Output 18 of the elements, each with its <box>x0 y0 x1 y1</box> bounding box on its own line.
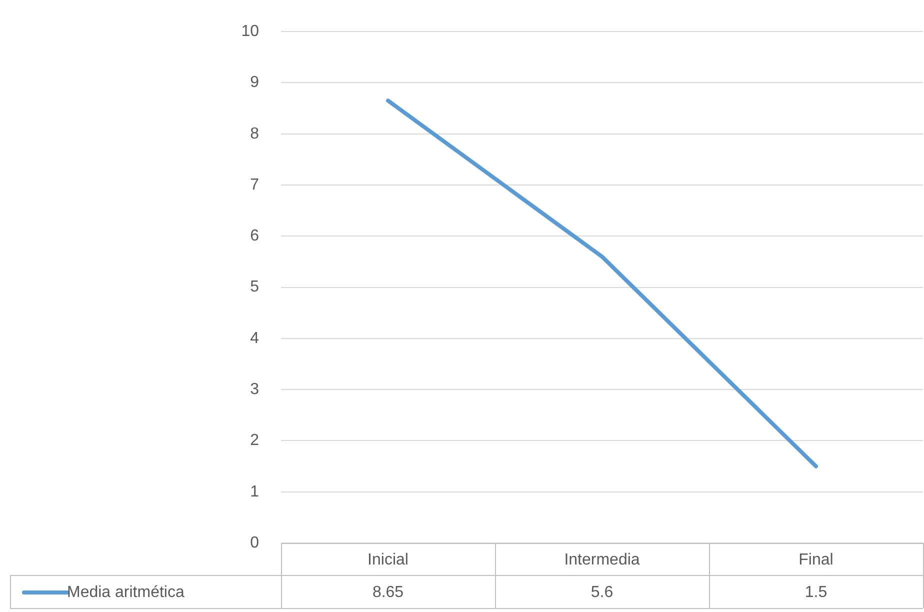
y-tick-label: 6 <box>250 228 260 245</box>
y-tick-label: 2 <box>250 432 260 450</box>
y-tick-label: 5 <box>250 278 260 296</box>
x-tick-label: Final <box>798 551 834 568</box>
x-tick-label: Intermedia <box>564 551 640 568</box>
data-label: 1.5 <box>804 584 828 601</box>
y-tick-label: 7 <box>250 176 260 194</box>
y-tick-label: 9 <box>250 74 260 92</box>
y-tick-label: 1 <box>250 483 260 500</box>
legend-label: Media aritmética <box>67 584 184 601</box>
y-tick-label: 4 <box>250 330 260 347</box>
data-label: 8.65 <box>372 584 404 601</box>
data-label: 5.6 <box>590 584 614 601</box>
x-tick-label: Inicial <box>368 551 408 568</box>
y-tick-label: 8 <box>250 125 260 142</box>
y-tick-label: 0 <box>250 534 260 552</box>
y-tick-label: 3 <box>250 380 260 398</box>
y-tick-label: 10 <box>241 23 260 40</box>
